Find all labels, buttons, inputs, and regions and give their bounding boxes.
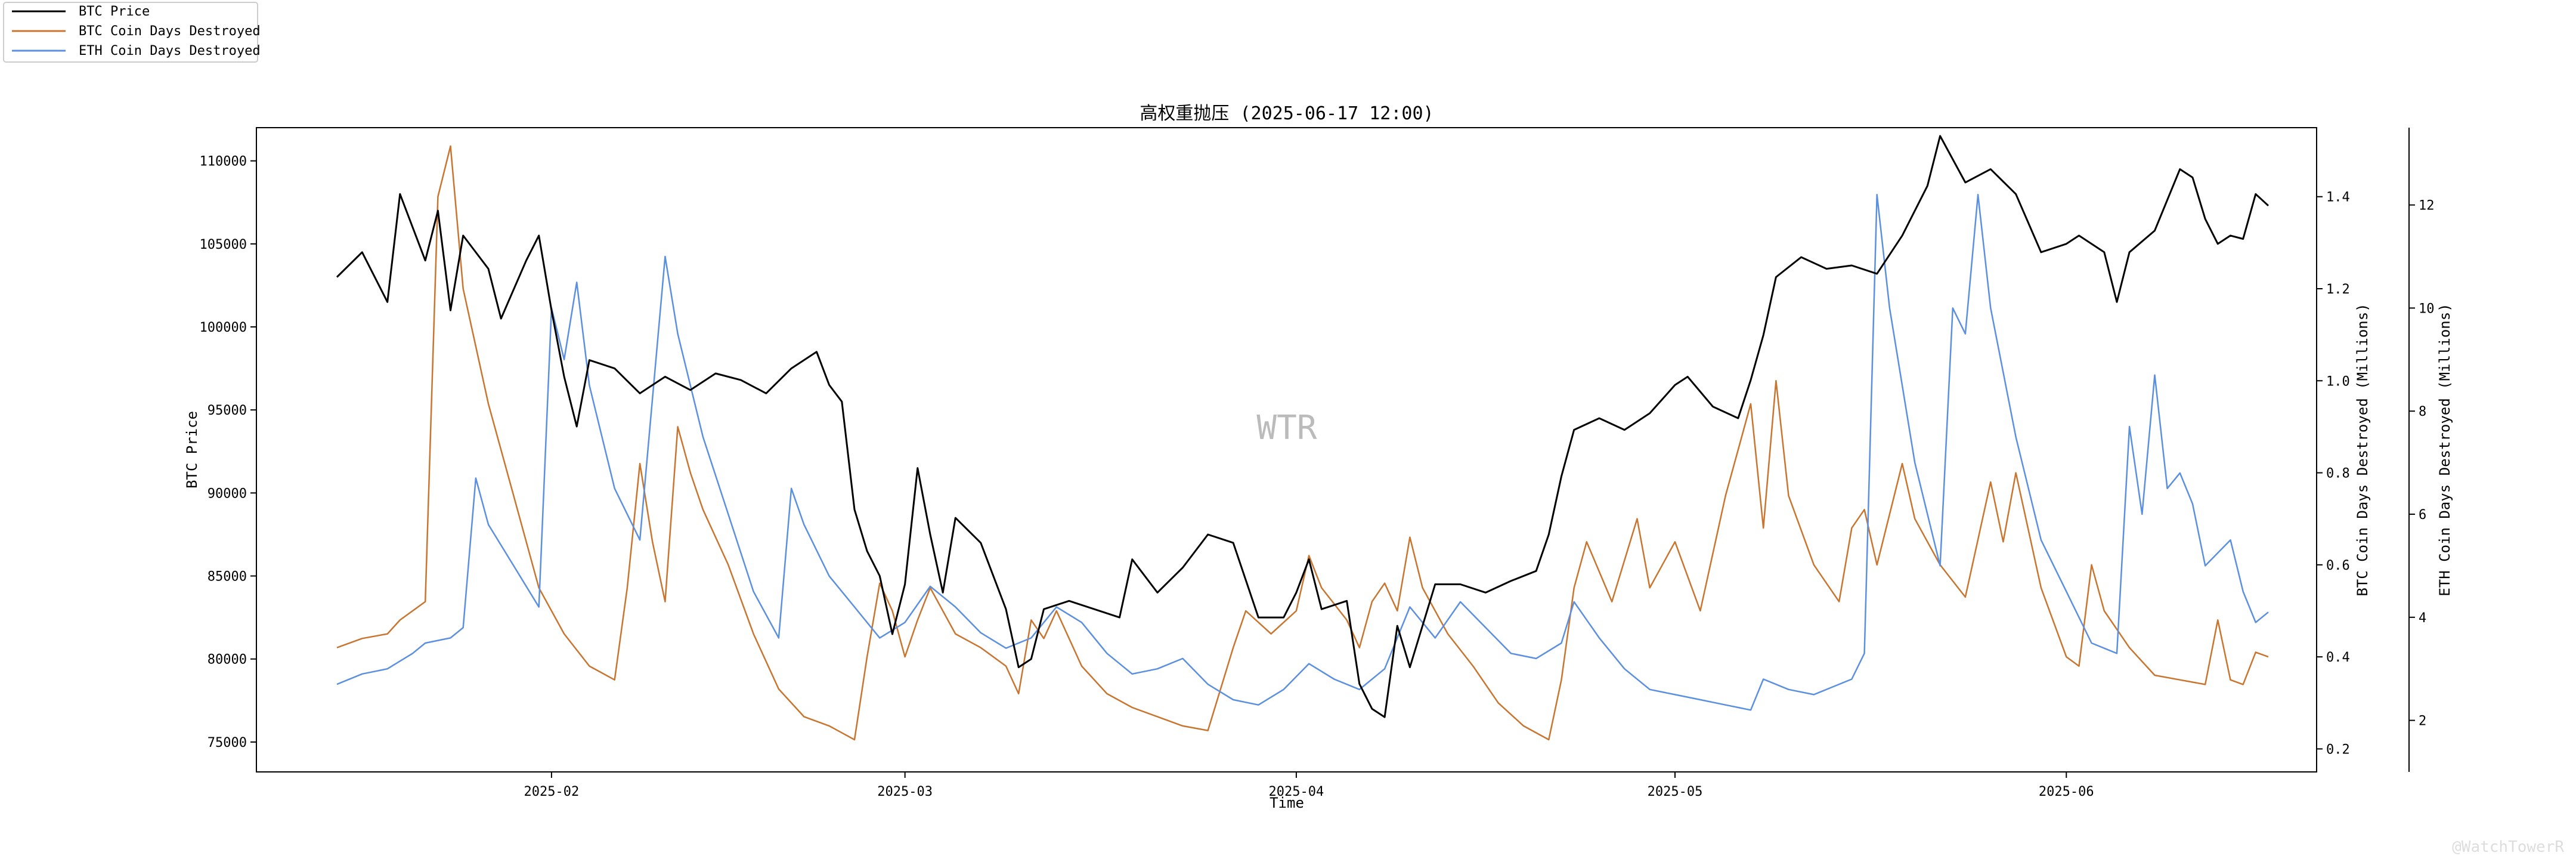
x-tick-label: 2025-02	[524, 784, 580, 799]
legend-label-btc-price: BTC Price	[79, 4, 150, 19]
x-tick-label: 2025-05	[1648, 784, 1703, 799]
y-tick-label-right: 0.8	[2326, 466, 2350, 481]
y-tick-label-right: 1.2	[2326, 282, 2350, 297]
y-axis-label-left: BTC Price	[184, 411, 200, 489]
y-tick-label-left: 80000	[208, 653, 247, 668]
x-tick-label: 2025-03	[877, 784, 933, 799]
y-tick-label-right2: 8	[2419, 404, 2426, 419]
y-tick-label-left: 85000	[208, 570, 247, 585]
x-axis-label: Time	[1270, 795, 1304, 811]
chart-title: 高权重抛压 (2025-06-17 12:00)	[1140, 103, 1433, 124]
legend-label-eth-cdd: ETH Coin Days Destroyed	[79, 44, 261, 58]
y-tick-label-right2: 2	[2419, 714, 2426, 729]
legend-frame	[3, 2, 258, 63]
x-tick-label: 2025-06	[2039, 784, 2094, 799]
y-tick-label-right2: 12	[2419, 199, 2435, 214]
watermark: WTR	[1256, 409, 1317, 447]
x-tick-label: 2025-04	[1269, 784, 1324, 799]
y-tick-label-right: 1.4	[2326, 190, 2350, 205]
series-line-1	[336, 145, 2269, 741]
y-tick-label-left: 110000	[200, 155, 247, 169]
series-line-2	[336, 194, 2269, 711]
y-tick-label-right2: 4	[2419, 611, 2426, 626]
y-tick-label-right: 1.0	[2326, 374, 2350, 389]
y-tick-label-left: 90000	[208, 486, 247, 501]
y-axis-label-right2: ETH Coin Days Destroyed (Millions)	[2436, 303, 2453, 596]
y-axis-label-right: BTC Coin Days Destroyed (Millions)	[2354, 303, 2371, 596]
y-tick-label-right2: 6	[2419, 508, 2426, 523]
series-line-0	[336, 135, 2270, 718]
y-tick-label-left: 75000	[208, 736, 247, 750]
legend-label-btc-cdd: BTC Coin Days Destroyed	[79, 24, 261, 39]
series-lines	[336, 135, 2270, 741]
y-tick-label-right: 0.4	[2326, 650, 2350, 665]
y-tick-label-left: 95000	[208, 403, 247, 418]
y-tick-label-left: 100000	[200, 320, 247, 335]
plot-area	[256, 127, 2317, 773]
y-tick-label-left: 105000	[200, 237, 247, 252]
legend: BTC Price BTC Coin Days Destroyed ETH Co…	[3, 2, 261, 63]
y-tick-label-right: 0.6	[2326, 558, 2350, 573]
y-tick-label-right2: 10	[2419, 301, 2435, 316]
y-tick-label-right: 0.2	[2326, 742, 2350, 757]
footer-watermark: @WatchTowerR	[2452, 838, 2564, 856]
axis-ticks: 2025-02 2025-03 2025-04 2025-05 2025-06 75000…	[200, 155, 2435, 799]
